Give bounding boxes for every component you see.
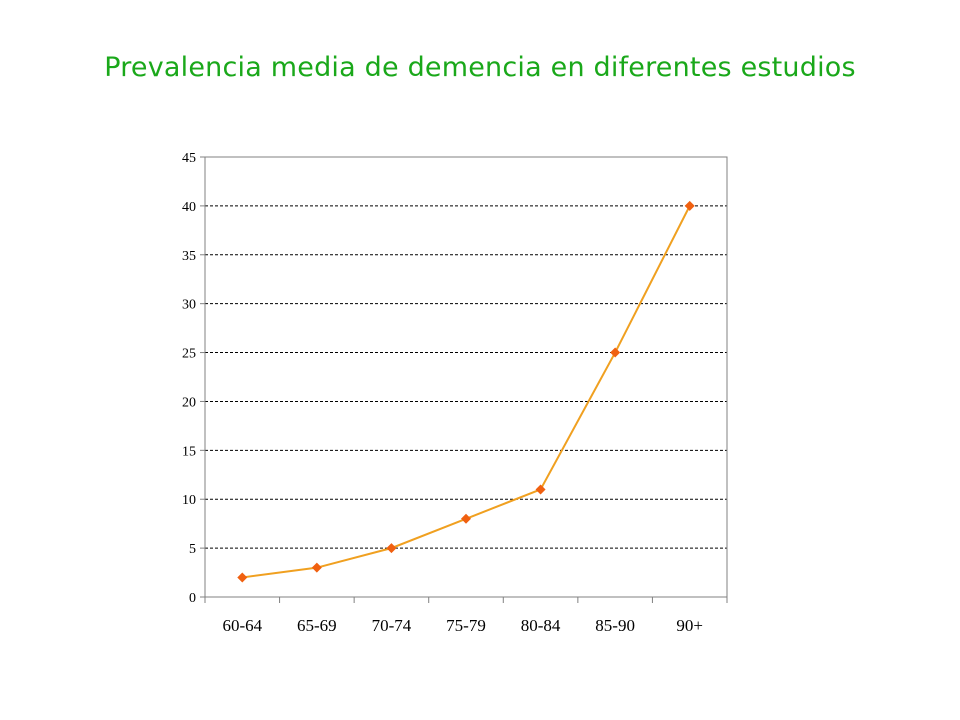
y-tick-label: 15 (182, 444, 196, 459)
data-point (311, 562, 322, 573)
x-tick-label: 75-79 (446, 616, 486, 635)
data-point (610, 347, 621, 358)
x-tick-label: 85-90 (595, 616, 635, 635)
data-point (386, 543, 397, 554)
y-tick-label: 25 (182, 347, 196, 362)
data-point (461, 513, 471, 524)
plot-area (204, 156, 728, 598)
x-tick-label: 60-64 (222, 616, 262, 635)
y-tick-label: 5 (189, 542, 196, 557)
x-tick-label: 90+ (676, 616, 703, 635)
y-tick-label: 30 (182, 298, 196, 313)
chart-title: Prevalencia media de demencia en diferen… (104, 52, 856, 83)
grid-layer (205, 205, 727, 549)
data-point (535, 484, 546, 495)
data-point (684, 200, 695, 211)
y-tick-label: 40 (182, 200, 196, 215)
series-layer (237, 200, 695, 583)
y-tick-label: 0 (189, 591, 196, 606)
axis-layer: 0 5 10 15 20 25 30 35 40 45 60-64 65-69 70-74 75-79 80… (182, 151, 728, 635)
y-tick-label: 10 (182, 493, 196, 508)
x-tick-label: 65-69 (297, 616, 337, 635)
data-point (237, 572, 248, 583)
x-tick-label: 80-84 (521, 616, 561, 635)
y-tick-label: 20 (182, 395, 196, 410)
x-tick-label: 70-74 (372, 616, 412, 635)
y-tick-label: 35 (182, 249, 196, 264)
y-tick-label: 45 (182, 151, 196, 166)
